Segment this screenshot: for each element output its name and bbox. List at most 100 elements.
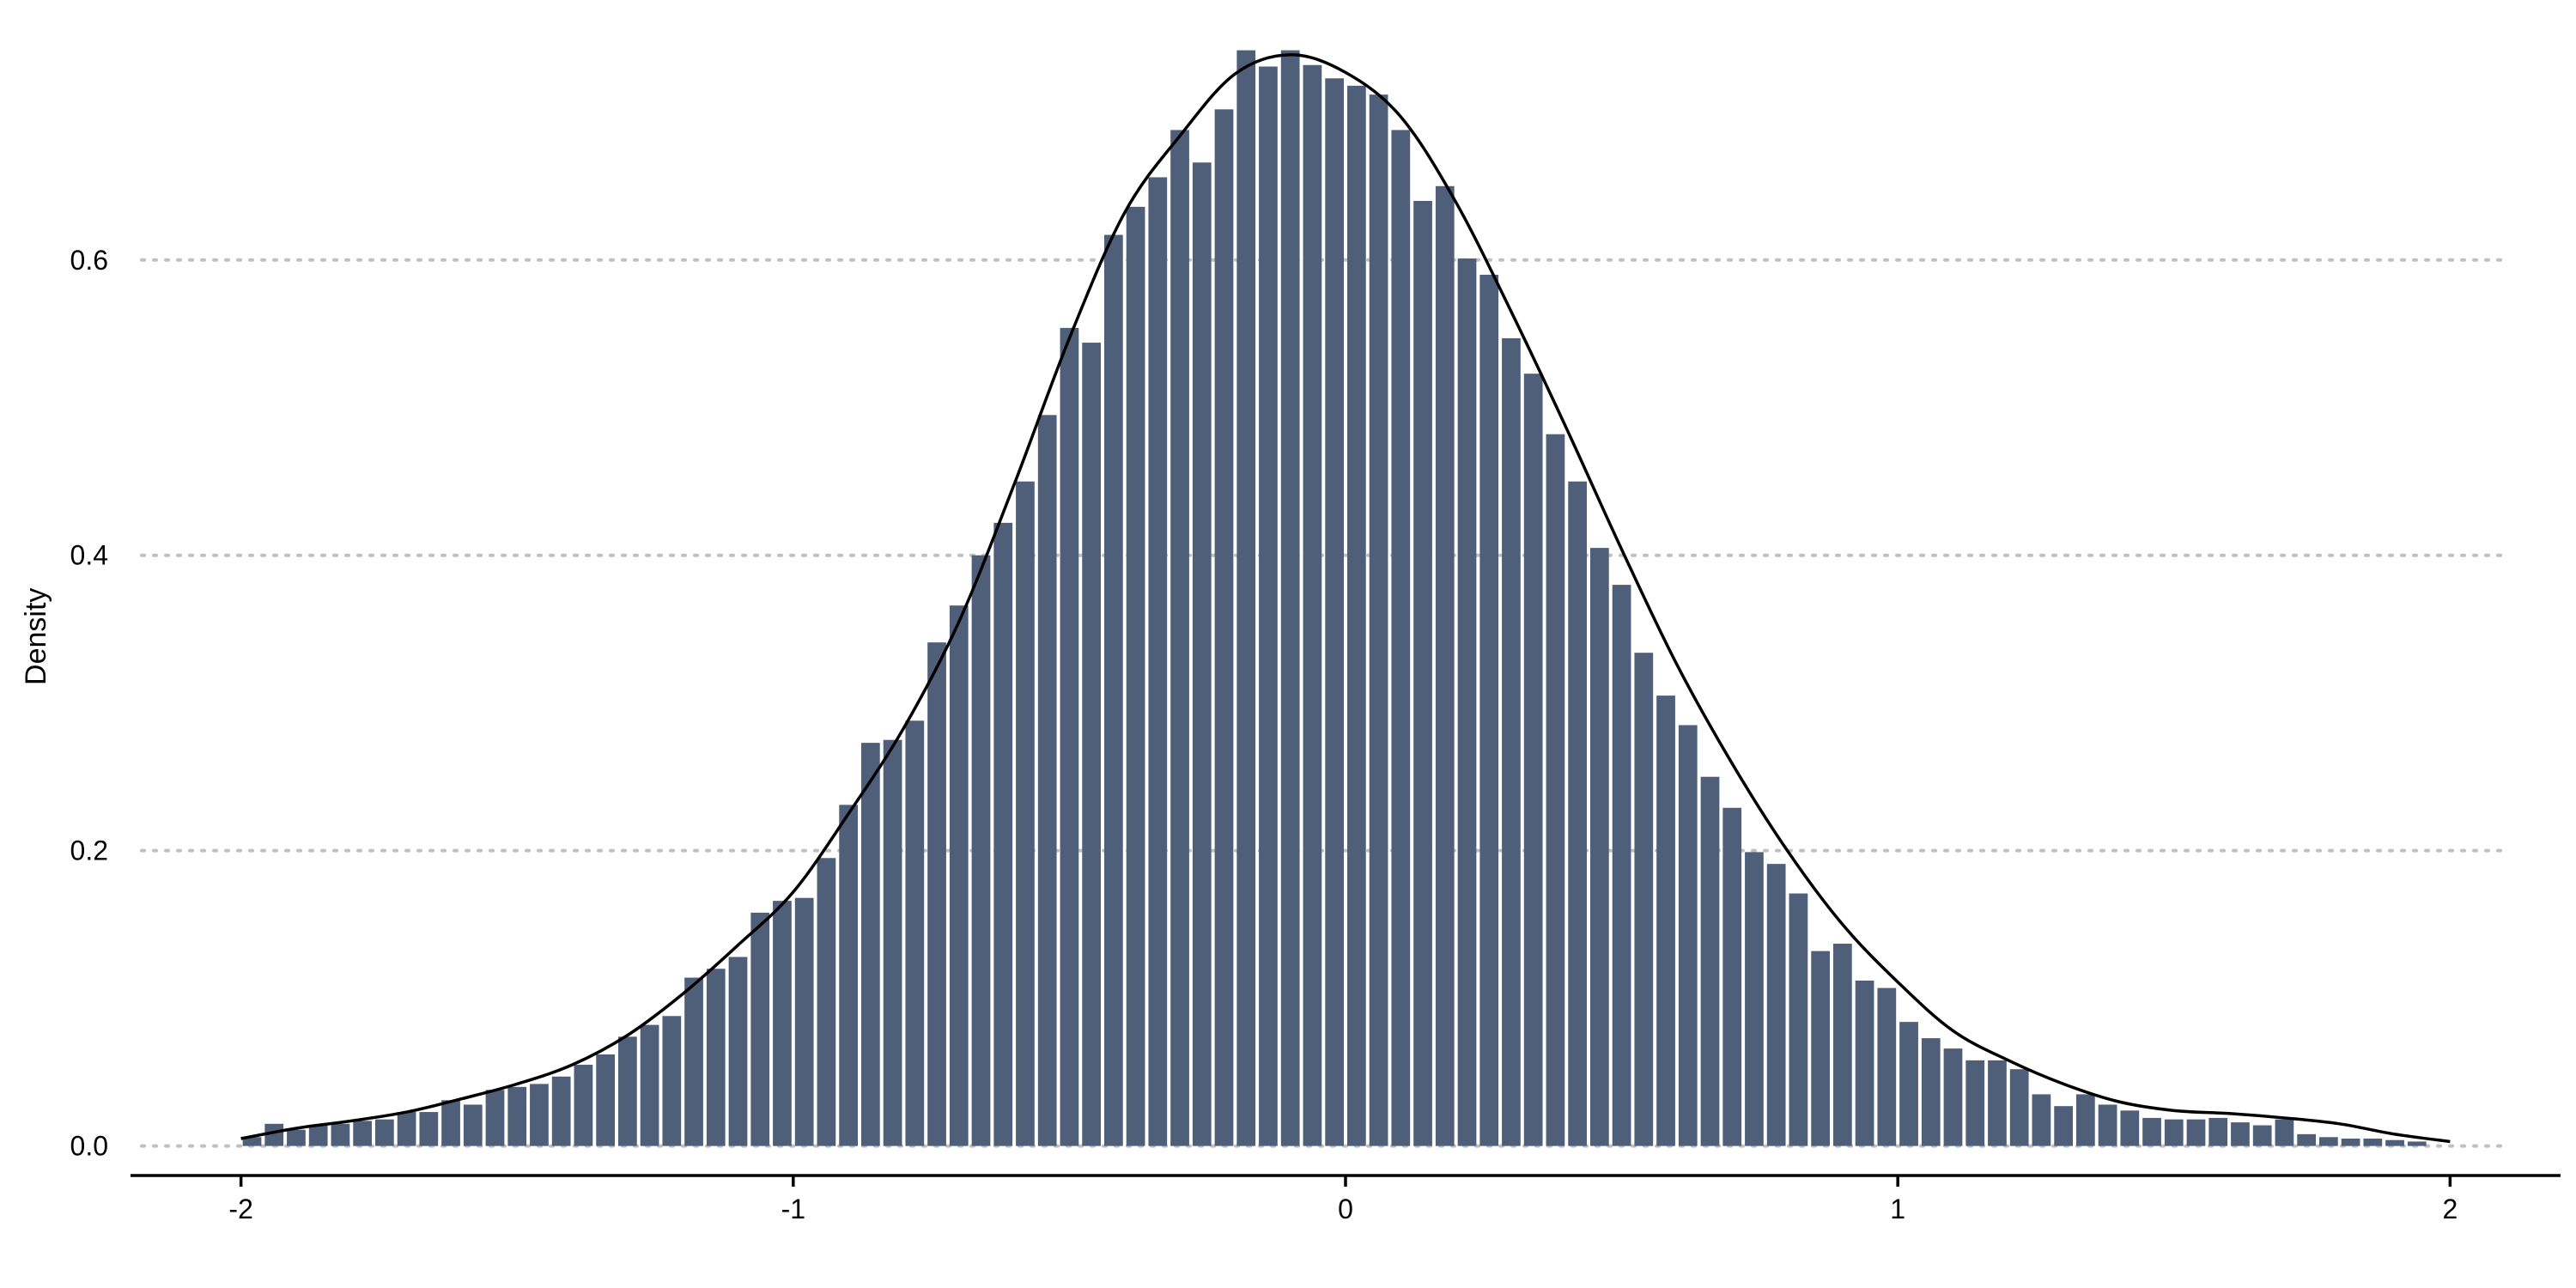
histogram-bar — [2054, 1106, 2073, 1146]
histogram-bar — [618, 1036, 637, 1146]
histogram-bar — [1148, 177, 1168, 1146]
histogram-bar — [1259, 66, 1278, 1146]
histogram-bar — [353, 1121, 372, 1146]
histogram-bar — [1016, 481, 1035, 1146]
histogram-bar — [684, 977, 703, 1146]
histogram-bar — [2186, 1119, 2206, 1146]
x-tick-label: -2 — [228, 1194, 252, 1224]
histogram-bar — [1502, 337, 1521, 1146]
histogram-bar — [1899, 1022, 1918, 1146]
histogram-bar — [2164, 1119, 2184, 1146]
histogram-bar — [1413, 200, 1432, 1146]
histogram-bar — [574, 1065, 593, 1146]
histogram-bar — [331, 1123, 350, 1146]
histogram-bar — [1170, 130, 1189, 1146]
histogram-bar — [750, 912, 770, 1146]
grid-lines — [140, 258, 2509, 1148]
histogram-bar — [397, 1112, 416, 1146]
histogram-bar — [1060, 327, 1079, 1146]
histogram-bar — [551, 1076, 571, 1146]
histogram-bar — [773, 901, 792, 1146]
histogram-bar — [794, 897, 814, 1146]
x-tick-label: 1 — [1890, 1194, 1905, 1224]
histogram-bar — [1369, 94, 1388, 1146]
histogram-bar — [2076, 1094, 2095, 1146]
histogram-bar — [2009, 1069, 2029, 1146]
histogram-bar — [463, 1104, 483, 1146]
y-tick-label: 0.2 — [70, 835, 108, 866]
histogram-bar — [1435, 185, 1455, 1146]
histogram-bar — [1700, 776, 1720, 1146]
y-axis-ticks: 0.0 0.2 0.4 0.6 — [70, 245, 108, 1162]
histogram-bar — [1965, 1060, 1985, 1146]
histogram-bar — [1236, 50, 1256, 1146]
histogram-bar — [1192, 162, 1212, 1146]
x-tick-label: 2 — [2442, 1194, 2458, 1224]
histogram-bar — [949, 605, 969, 1146]
histogram-bar — [883, 739, 902, 1146]
histogram-bar — [2341, 1139, 2360, 1146]
histogram-bar — [905, 720, 925, 1146]
histogram-bar — [2120, 1110, 2140, 1146]
histogram-bar — [971, 555, 991, 1146]
histogram-bar — [2098, 1104, 2117, 1146]
histogram-bar — [2297, 1133, 2316, 1146]
histogram-bar — [1347, 85, 1366, 1146]
histogram-bar — [2231, 1122, 2250, 1146]
histogram-bar — [1104, 234, 1123, 1146]
histogram-bar — [419, 1112, 439, 1146]
histogram-bar — [1280, 50, 1300, 1146]
y-tick-label: 0.0 — [70, 1131, 108, 1162]
histogram-bar — [993, 522, 1013, 1146]
x-tick-label: 0 — [1338, 1194, 1353, 1224]
histogram-bar — [839, 805, 858, 1146]
histogram-bar — [1391, 130, 1411, 1146]
histogram-bar — [2208, 1117, 2228, 1146]
histogram-bar — [1568, 481, 1587, 1146]
histogram-bar — [728, 957, 748, 1146]
histogram-bars — [242, 50, 2427, 1146]
histogram-bar — [1877, 987, 1897, 1146]
histogram-bar — [1921, 1038, 1941, 1146]
histogram-bar — [1037, 415, 1057, 1146]
y-tick-label: 0.6 — [70, 245, 108, 276]
histogram-bar — [817, 858, 836, 1146]
y-tick-label: 0.4 — [70, 540, 108, 571]
histogram-bar — [1523, 374, 1543, 1146]
histogram-bar — [1634, 653, 1654, 1146]
density-curve — [240, 52, 2451, 1144]
histogram-bar — [1811, 951, 1830, 1146]
histogram-bar — [507, 1086, 527, 1146]
histogram-bar — [640, 1024, 659, 1146]
histogram-bar — [1789, 893, 1808, 1146]
histogram-bar — [1325, 78, 1344, 1146]
histogram-bar — [1590, 548, 1609, 1146]
histogram-bar — [1988, 1060, 2007, 1146]
histogram-bar — [2385, 1139, 2404, 1146]
y-axis-title: Density — [20, 588, 52, 685]
histogram-bar — [1656, 696, 1675, 1146]
histogram-bar — [1855, 980, 1874, 1146]
histogram-bar — [1214, 109, 1234, 1146]
histogram-bar — [1546, 434, 1565, 1146]
histogram-bar — [2252, 1125, 2272, 1146]
histogram-bar — [596, 1054, 615, 1146]
histogram-bar — [264, 1123, 284, 1146]
histogram-bar — [375, 1119, 394, 1146]
histogram-bar — [1457, 258, 1477, 1146]
histogram-bar — [308, 1125, 328, 1146]
histogram-bar — [1126, 206, 1145, 1146]
histogram-bar — [2142, 1117, 2161, 1146]
histogram-bar — [927, 642, 946, 1146]
histogram-bar — [1766, 864, 1786, 1146]
x-tick-label: -1 — [781, 1194, 805, 1224]
histogram-bar — [2407, 1141, 2427, 1146]
histogram-bar — [2032, 1094, 2051, 1146]
histogram-bar — [2363, 1139, 2383, 1146]
histogram-bar — [1479, 274, 1499, 1146]
histogram-bar — [441, 1100, 460, 1146]
histogram-bar — [287, 1129, 306, 1146]
histogram-bar — [1943, 1048, 1963, 1146]
histogram-bar — [1722, 807, 1742, 1146]
